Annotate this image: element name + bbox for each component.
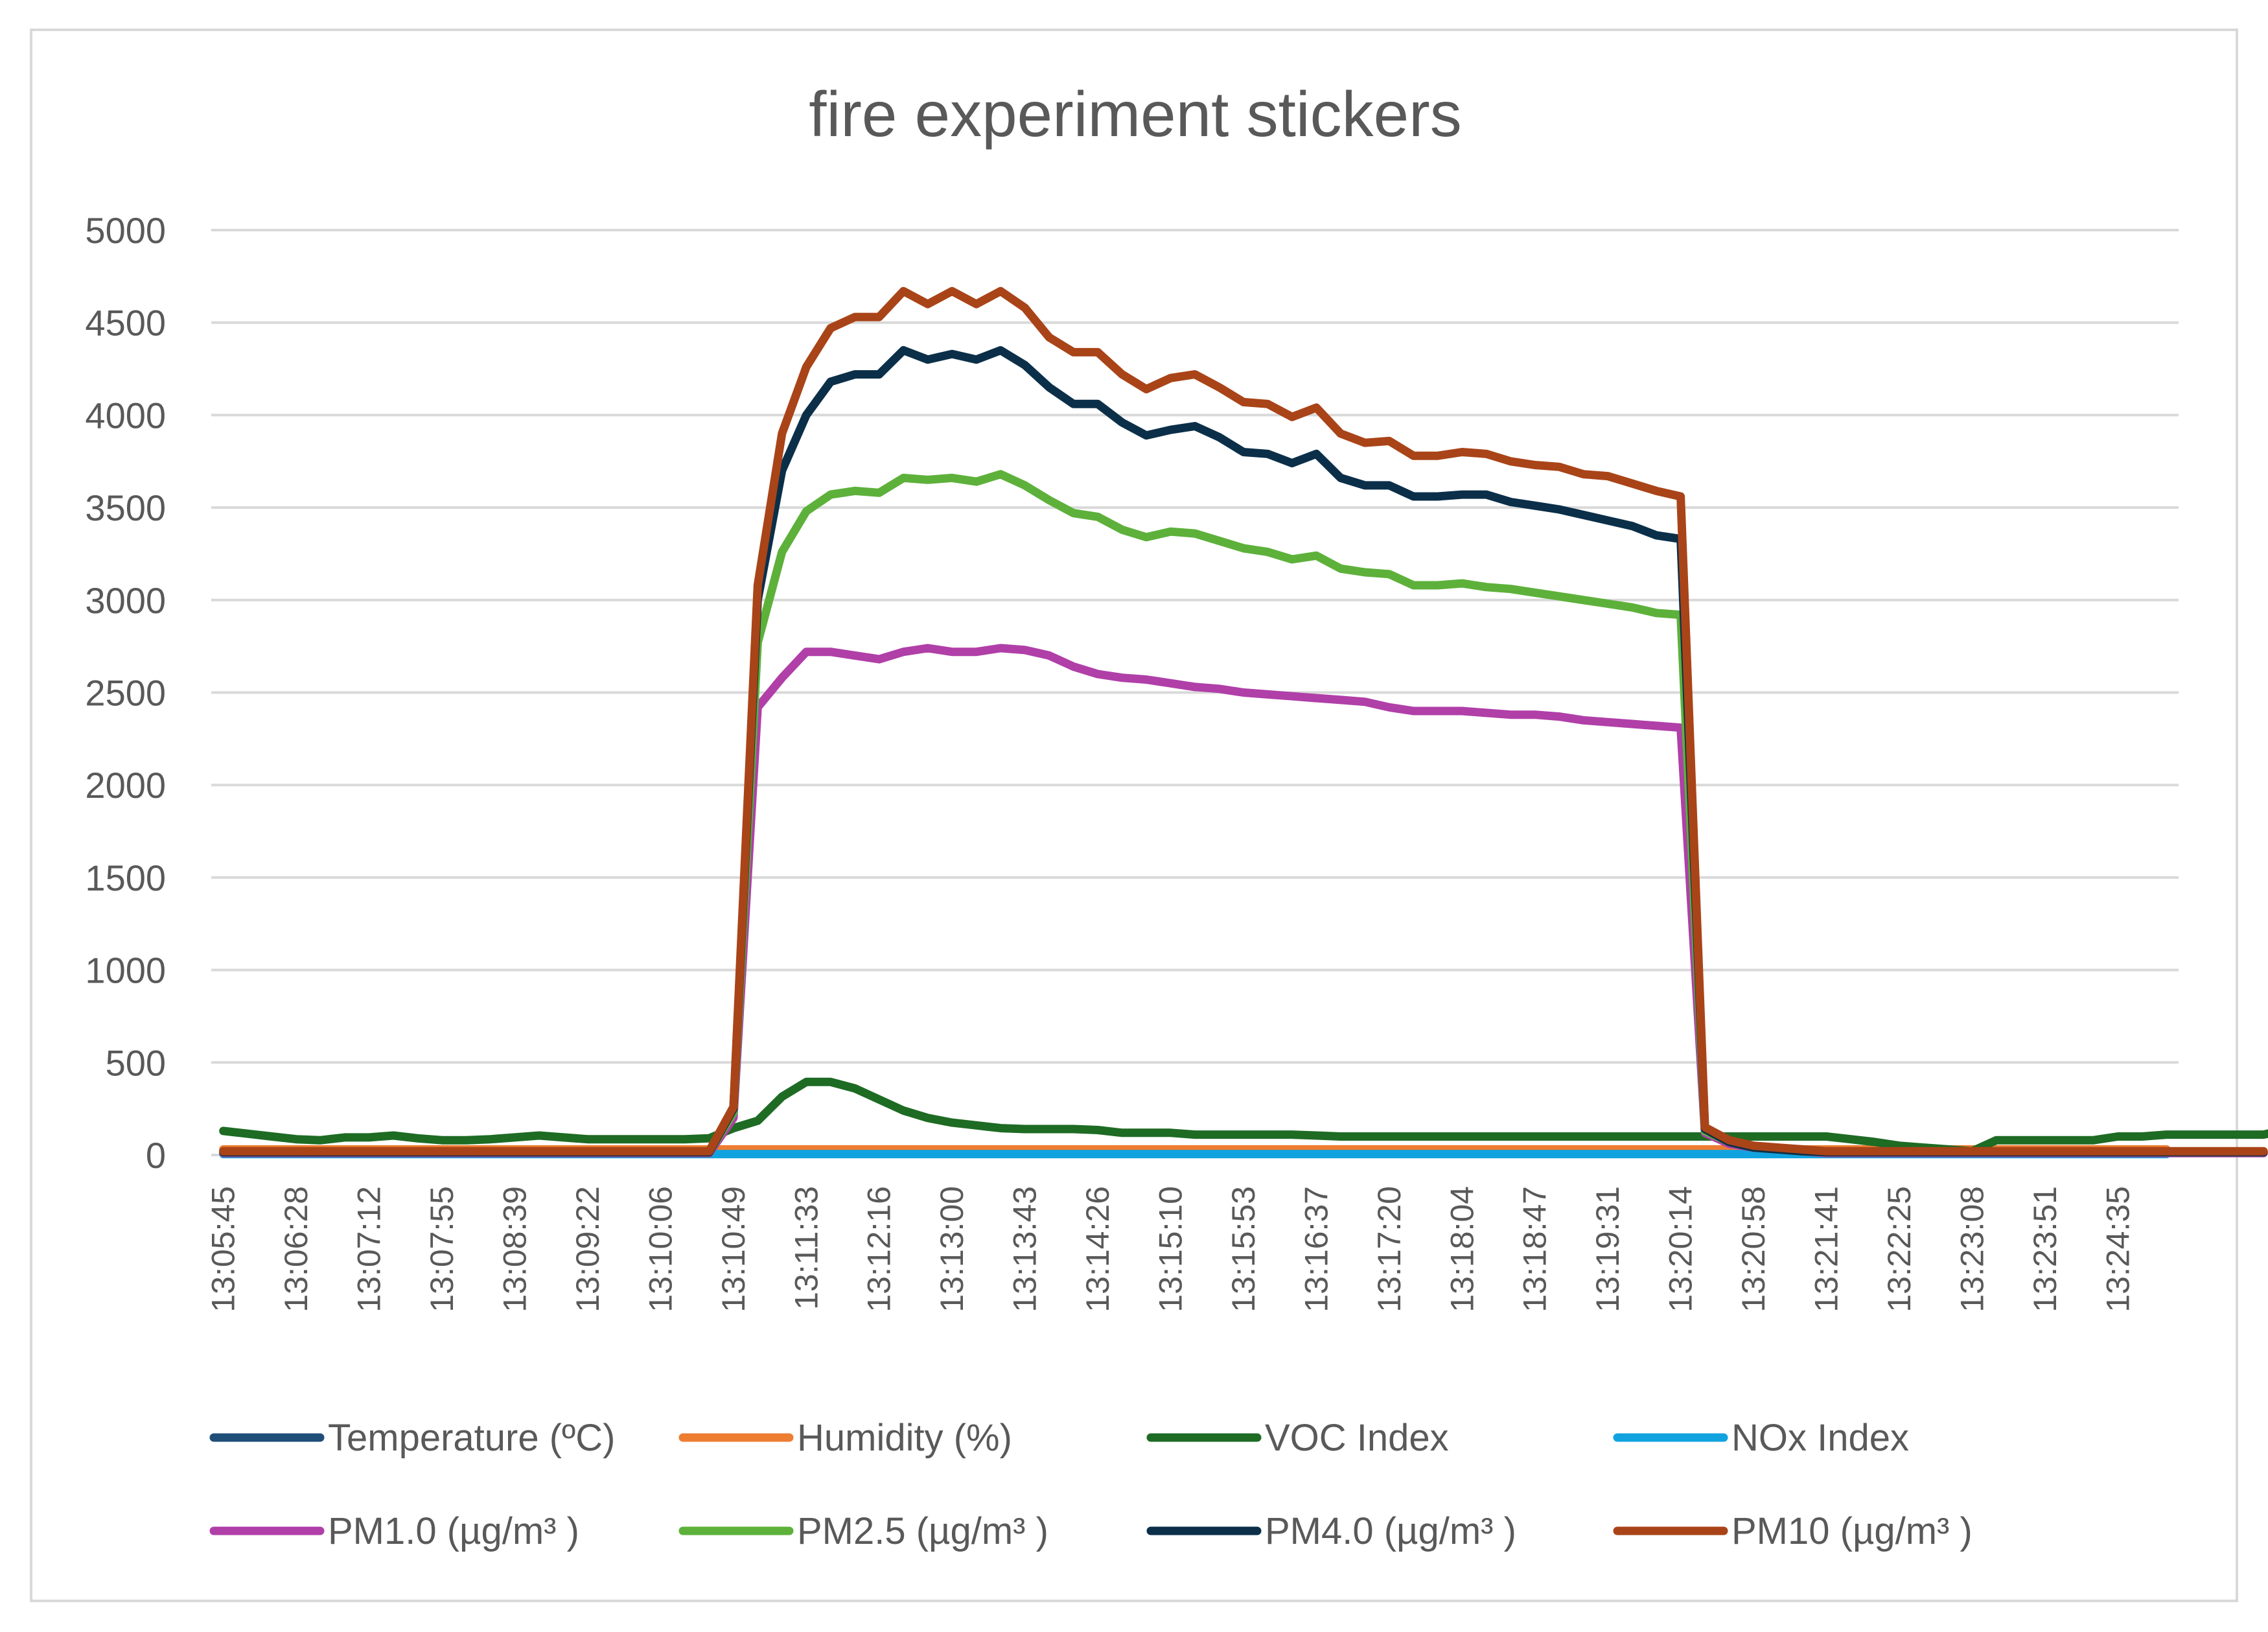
- y-tick-label: 5000: [85, 210, 166, 251]
- x-tick-label: 13:08:39: [497, 1186, 533, 1312]
- x-tick-label: 13:24:35: [2100, 1186, 2136, 1312]
- y-tick-label: 2500: [85, 673, 166, 714]
- x-tick-label: 13:06:28: [278, 1186, 314, 1312]
- chart-title: fire experiment stickers: [809, 78, 1462, 150]
- legend-label: Temperature (ºC): [328, 1417, 615, 1459]
- x-tick-label: 13:07:55: [424, 1186, 460, 1312]
- y-tick-label: 2000: [85, 765, 166, 806]
- x-axis-ticks: 13:05:45 13:06:28 13:07:12 13:07:55 13:08:39…: [205, 1186, 2136, 1312]
- legend-label: PM1.0 (µg/m³ ): [328, 1510, 579, 1552]
- x-tick-label: 13:12:16: [861, 1186, 897, 1312]
- x-tick-label: 13:20:58: [1735, 1186, 1772, 1312]
- series-line-6: [219, 346, 2268, 1157]
- y-tick-label: 0: [146, 1135, 166, 1176]
- legend-label: PM4.0 (µg/m³ ): [1265, 1510, 1516, 1552]
- legend: Temperature (ºC) Humidity (%) VOC Index NOx…: [209, 1417, 1973, 1552]
- gridlines: [211, 229, 2179, 1156]
- x-tick-label: 13:17:20: [1371, 1186, 1407, 1312]
- legend-label: PM2.5 (µg/m³ ): [797, 1510, 1048, 1552]
- y-tick-label: 3500: [85, 487, 166, 528]
- x-tick-label: 13:16:37: [1298, 1186, 1334, 1312]
- x-tick-label: 13:18:47: [1517, 1186, 1553, 1312]
- x-tick-label: 13:20:14: [1663, 1186, 1699, 1312]
- x-tick-label: 13:10:06: [642, 1186, 678, 1312]
- legend-label: NOx Index: [1731, 1417, 1909, 1459]
- x-tick-label: 13:22:25: [1881, 1186, 1917, 1312]
- x-tick-label: 13:14:26: [1080, 1186, 1116, 1312]
- x-tick-label: 13:15:53: [1225, 1186, 1262, 1312]
- x-tick-label: 13:23:51: [2027, 1186, 2063, 1312]
- y-axis-ticks: 0 500 1000 1500 2000 2500 3000 3500 4000 4500 5000: [85, 210, 166, 1176]
- x-tick-label: 13:23:08: [1954, 1186, 1990, 1312]
- y-tick-label: 3000: [85, 580, 166, 621]
- series-line-2: [219, 1077, 2268, 1156]
- y-tick-label: 4000: [85, 395, 166, 436]
- legend-label: PM10 (µg/m³ ): [1731, 1510, 1973, 1552]
- x-tick-label: 13:07:12: [351, 1186, 388, 1312]
- series-line-7: [219, 286, 2268, 1156]
- x-tick-label: 13:09:22: [570, 1186, 606, 1312]
- x-tick-label: 13:05:45: [205, 1186, 242, 1312]
- x-tick-label: 13:10:49: [715, 1186, 752, 1312]
- x-tick-label: 13:15:10: [1153, 1186, 1189, 1312]
- x-tick-label: 13:19:31: [1590, 1186, 1626, 1312]
- x-tick-label: 13:18:04: [1444, 1186, 1480, 1312]
- x-tick-label: 13:13:00: [934, 1186, 970, 1312]
- y-tick-label: 4500: [85, 303, 166, 344]
- legend-label: Humidity (%): [797, 1417, 1012, 1459]
- x-tick-label: 13:11:33: [788, 1186, 824, 1310]
- series-line-5: [219, 470, 2268, 1157]
- y-tick-label: 1000: [85, 950, 166, 991]
- x-tick-label: 13:13:43: [1007, 1186, 1043, 1312]
- series-line-4: [219, 644, 2268, 1158]
- series-lines: [219, 286, 2268, 1159]
- chart-frame: [30, 29, 2238, 1602]
- x-tick-label: 13:21:41: [1809, 1186, 1845, 1312]
- y-tick-label: 1500: [85, 857, 166, 898]
- y-tick-label: 500: [106, 1042, 166, 1083]
- legend-label: VOC Index: [1265, 1417, 1449, 1459]
